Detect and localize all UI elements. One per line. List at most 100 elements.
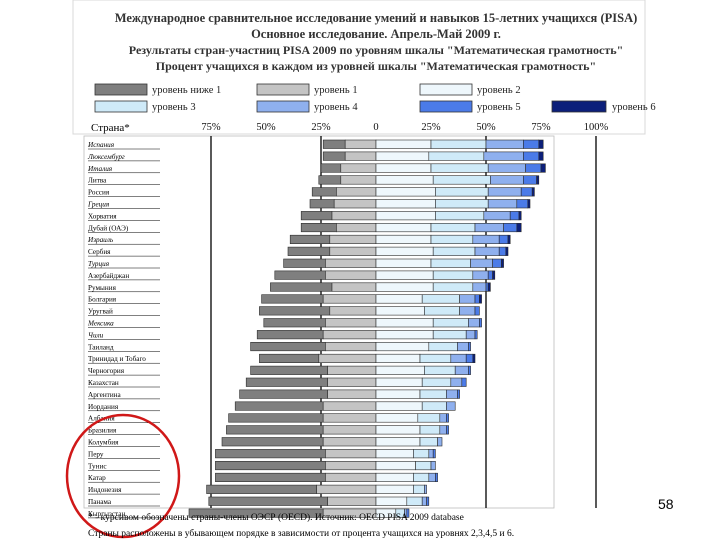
bar-segment-level-5 [485, 282, 489, 292]
bar-segment-level-2 [375, 449, 414, 459]
bar-segment-below-1 [215, 460, 326, 471]
bar-segment-level-1 [325, 449, 377, 459]
bar-segment-below-1 [215, 449, 326, 459]
bar-segment-level-3 [419, 389, 447, 399]
bar-segment-level-6 [505, 246, 509, 256]
bar-segment-below-1 [259, 353, 320, 364]
bar-segment-level-1 [318, 353, 377, 364]
bar-segment-level-3 [413, 472, 430, 483]
bar-segment-level-5 [525, 163, 542, 173]
country-label: Испания [87, 141, 115, 149]
bar-segment-level-2 [375, 472, 414, 483]
bar-segment-level-5 [498, 246, 507, 256]
bar-segment-level-4 [474, 223, 504, 233]
bar-segment-below-1 [263, 318, 326, 328]
bar-segment-level-1 [331, 282, 377, 292]
bar-segment-below-1 [206, 484, 317, 494]
country-row [318, 175, 540, 185]
bar-segment-level-5 [468, 365, 471, 375]
legend-swatch [256, 83, 310, 96]
country-label: Греция [87, 201, 110, 209]
bar-segment-level-5 [479, 318, 482, 328]
bar-segment-level-3 [413, 484, 425, 494]
bar-segment-below-1 [234, 401, 324, 411]
bar-segment-level-1 [329, 234, 377, 244]
bar-segment-below-1 [300, 211, 333, 221]
country-label: Иордания [88, 403, 119, 411]
bar-segment-below-1 [221, 437, 324, 447]
bar-segment-level-4 [439, 425, 447, 435]
legend-swatch [419, 83, 473, 96]
bar-segment-level-6 [472, 353, 476, 364]
country-label: Черногория [88, 367, 125, 375]
bar-segment-level-1 [327, 389, 377, 399]
legend-label: уровень 1 [314, 85, 358, 96]
bar-segment-level-2 [375, 425, 421, 435]
bar-segment-level-2 [375, 330, 434, 340]
country-label: Румыния [88, 284, 117, 292]
country-label: Литва [88, 177, 107, 185]
bar-segment-level-1 [336, 223, 377, 233]
country-row [215, 449, 436, 459]
x-tick-label: 50% [256, 122, 276, 133]
legend-label: уровень 2 [477, 85, 521, 96]
country-row [228, 413, 449, 423]
country-label: Болгария [88, 296, 117, 304]
country-label: Колумбия [88, 439, 119, 447]
bar-segment-level-5 [432, 449, 436, 459]
bar-segment-level-2 [375, 377, 423, 387]
title-line-1: Основное исследование. Апрель-Май 2009 г… [251, 27, 501, 41]
bar-segment-level-5 [446, 413, 449, 423]
country-row [322, 139, 544, 149]
title-line-3: Процент учащихся в каждом из уровней шка… [156, 59, 596, 73]
country-row [270, 282, 491, 292]
country-row [256, 330, 478, 340]
legend-swatch [419, 100, 473, 113]
legend-item-6: уровень 6 [551, 100, 656, 113]
bar-segment-level-3 [432, 318, 469, 328]
legend-label: уровень 4 [314, 102, 358, 113]
bar-segment-level-3 [419, 353, 452, 364]
bar-segment-level-1 [322, 425, 377, 435]
bar-segment-level-4 [454, 365, 469, 375]
bar-segment-level-4 [446, 401, 456, 411]
bar-segment-below-1 [289, 234, 331, 244]
legend-item-3: уровень 3 [94, 100, 196, 113]
bar-segment-level-2 [375, 187, 436, 197]
legend-item-2: уровень 2 [419, 83, 521, 96]
bar-segment-level-5 [492, 258, 502, 268]
country-row [250, 365, 471, 375]
bar-segment-below-1 [250, 341, 326, 352]
bar-segment-level-6 [518, 211, 522, 221]
bar-segment-level-4 [468, 318, 480, 328]
country-row [283, 258, 504, 268]
country-label: Чили [88, 331, 104, 339]
bar-segment-level-1 [325, 318, 377, 328]
title-line-2: Результаты стран-участниц PISA 2009 по у… [129, 43, 623, 57]
legend: уровень ниже 1 уровень 1 уровень 2 уровень … [94, 83, 656, 113]
bar-segment-level-6 [507, 234, 511, 244]
bar-segment-level-2 [375, 234, 432, 244]
bar-segment-level-2 [375, 365, 425, 375]
country-row [300, 223, 522, 233]
country-label: Тринидад и Тобаго [88, 355, 146, 363]
bar-segment-level-5 [498, 234, 509, 244]
bar-segment-level-3 [421, 401, 447, 411]
bar-segment-below-1 [256, 330, 324, 340]
country-label: Кыргызстан [88, 510, 125, 518]
bar-segment-below-1 [270, 282, 333, 292]
bar-segment-level-4 [430, 460, 436, 471]
bar-segment-level-4 [483, 151, 524, 161]
legend-item-5: уровень 5 [419, 100, 521, 113]
country-label: Индонезия [88, 486, 122, 494]
bar-segment-level-2 [375, 211, 436, 221]
bar-segment-level-5 [426, 496, 430, 506]
bar-segment-below-1 [318, 175, 342, 185]
bar-segment-level-4 [437, 437, 443, 447]
bar-segment-level-5 [461, 377, 467, 387]
bar-segment-level-4 [472, 282, 487, 292]
country-label: Уругвай [88, 308, 113, 316]
country-label: Бразилия [88, 427, 117, 435]
bar-segment-level-5 [523, 139, 540, 149]
